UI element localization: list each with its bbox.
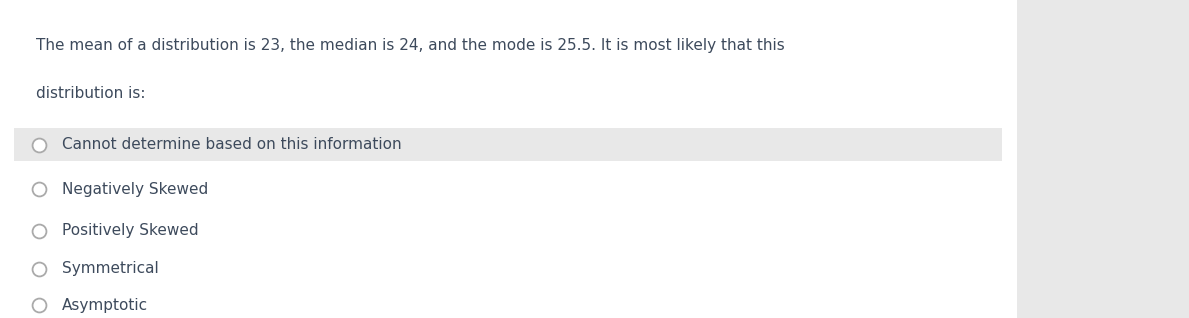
Text: Asymptotic: Asymptotic <box>62 298 147 313</box>
FancyBboxPatch shape <box>0 0 1017 318</box>
Text: Positively Skewed: Positively Skewed <box>62 223 199 238</box>
FancyBboxPatch shape <box>14 128 1002 161</box>
Text: The mean of a distribution is 23, the median is 24, and the mode is 25.5. It is : The mean of a distribution is 23, the me… <box>36 38 785 53</box>
Text: Negatively Skewed: Negatively Skewed <box>62 182 208 197</box>
Text: distribution is:: distribution is: <box>36 86 145 101</box>
Text: Cannot determine based on this information: Cannot determine based on this informati… <box>62 137 402 152</box>
Text: Symmetrical: Symmetrical <box>62 261 158 276</box>
